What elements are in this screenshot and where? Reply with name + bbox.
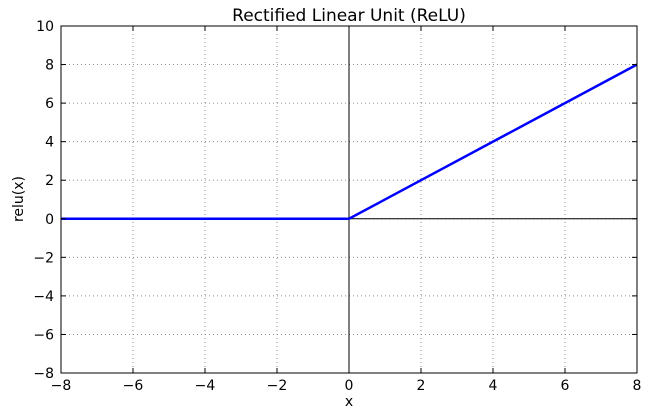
series xyxy=(61,63,638,221)
y-tick-label: 2 xyxy=(45,173,54,189)
y-tick-label: −6 xyxy=(33,327,54,343)
y-tick-label: −4 xyxy=(33,289,54,305)
x-tick-label: 2 xyxy=(417,378,426,394)
y-tick-label: −2 xyxy=(33,250,54,266)
x-axis-label: x xyxy=(345,394,353,409)
y-tick-label: 8 xyxy=(45,58,54,74)
y-axis-label: relu(x) xyxy=(11,176,27,222)
y-tick-label: 4 xyxy=(45,135,54,151)
ticks: −8 −6 −4 −2 0 2 4 6 8 −8 −6 −4 −2 0 2 4 6 8 10 xyxy=(33,19,641,394)
zero-lines xyxy=(61,26,637,373)
x-tick-label: −8 xyxy=(51,378,72,394)
series-line-0 xyxy=(61,63,638,221)
y-tick-label: 10 xyxy=(36,19,54,35)
x-tick-label: −4 xyxy=(195,378,216,394)
x-tick-label: 4 xyxy=(489,378,498,394)
x-tick-label: −2 xyxy=(267,378,288,394)
x-tick-label: −6 xyxy=(123,378,144,394)
x-tick-label: 6 xyxy=(561,378,570,394)
y-tick-label: 0 xyxy=(45,212,54,228)
x-tick-label: 8 xyxy=(633,378,642,394)
x-tick-label: 0 xyxy=(345,378,354,394)
y-tick-label: −8 xyxy=(33,366,54,382)
y-tick-label: 6 xyxy=(45,96,54,112)
chart-title: Rectified Linear Unit (ReLU) xyxy=(232,6,466,26)
